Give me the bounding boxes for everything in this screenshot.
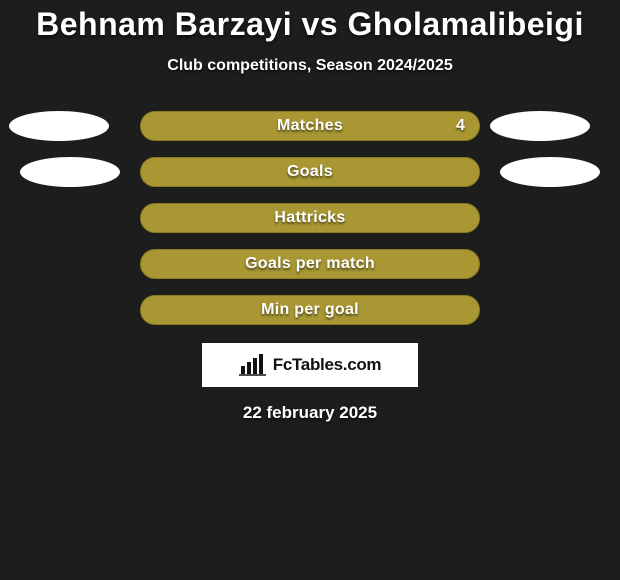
- stat-label: Goals per match: [0, 249, 620, 279]
- brand-logo-box: FcTables.com: [202, 343, 418, 387]
- stat-label: Hattricks: [0, 203, 620, 233]
- infographic-root: Behnam Barzayi vs Gholamalibeigi Club co…: [0, 0, 620, 580]
- right-value-ellipse: [500, 157, 600, 187]
- stat-row: Goals: [0, 157, 620, 187]
- page-subtitle: Club competitions, Season 2024/2025: [0, 57, 620, 75]
- page-title: Behnam Barzayi vs Gholamalibeigi: [0, 0, 620, 43]
- stat-rows: Matches 4 Goals Hattricks Goals per matc…: [0, 111, 620, 325]
- infographic-date: 22 february 2025: [0, 403, 620, 423]
- brand-name: FcTables.com: [273, 355, 382, 375]
- stat-label: Min per goal: [0, 295, 620, 325]
- stat-row: Matches 4: [0, 111, 620, 141]
- stat-row: Hattricks: [0, 203, 620, 233]
- right-value-ellipse: [490, 111, 590, 141]
- stat-value-right: 4: [456, 111, 465, 141]
- stat-row: Goals per match: [0, 249, 620, 279]
- bar-chart-icon: [239, 354, 267, 376]
- stat-row: Min per goal: [0, 295, 620, 325]
